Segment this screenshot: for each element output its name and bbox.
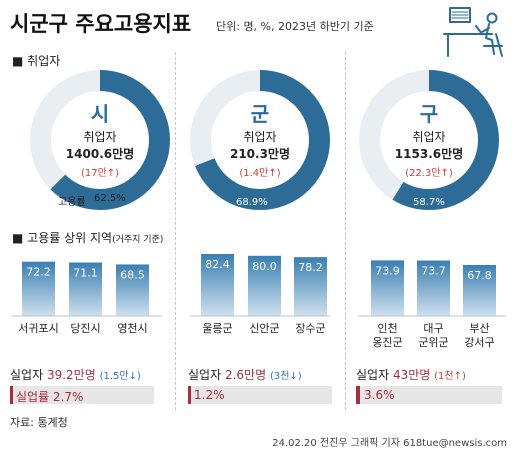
column-divider <box>175 52 176 410</box>
rate-label: 고용률 <box>58 197 86 208</box>
donut-rate-slice <box>359 70 499 210</box>
unemployment-rate-bar-fill <box>188 386 191 404</box>
bar-category-label: 서귀포시 <box>18 322 58 335</box>
unemployed-value: 2.6만명 <box>224 368 267 382</box>
bar-value-label: 78.2 <box>298 261 323 274</box>
bar-value-label: 71.1 <box>73 267 98 280</box>
employed-change: (17만↑) <box>80 168 120 179</box>
bar-value-label: 73.7 <box>421 265 446 278</box>
unemployment-rate-text: 3.6% <box>364 388 395 402</box>
unemployed-line: 실업자 2.6만명 (3천↓) <box>188 366 302 383</box>
unemployed-line: 실업자 43만명 (1천↑) <box>356 366 466 383</box>
source-note: 자료: 통계청 <box>10 416 68 429</box>
bar <box>371 260 404 316</box>
employed-value: 1400.6만명 <box>65 147 135 161</box>
unemployed-value: 39.2만명 <box>46 368 96 382</box>
bar-category-label: 대구 군위군 <box>418 322 448 349</box>
bar-value-label: 68.5 <box>120 268 145 281</box>
bar-chart: 72.2 서귀포시 71.1 당진시 68.5 영천시 82.4 울릉군 80.0 신안군 78.2… <box>12 254 506 349</box>
unemployed-label: 실업자 <box>356 368 390 382</box>
unemployed-change: (3천↓) <box>269 371 302 382</box>
rate-value: 68.9% <box>236 197 268 208</box>
page-title: 시군구 주요고용지표 <box>10 12 192 36</box>
column-divider <box>345 52 346 410</box>
bar-category-label: 신안군 <box>249 322 279 335</box>
group-char: 군 <box>250 102 270 126</box>
bar <box>116 264 149 316</box>
bar-value-label: 73.9 <box>375 264 400 277</box>
employed-label: 취업자 <box>412 130 446 144</box>
unemployed-label: 실업자 <box>188 368 222 382</box>
worker-at-desk-icon <box>443 7 503 57</box>
bar <box>417 260 450 316</box>
section-top-sub: (거주지 기준) <box>112 235 164 245</box>
unemployment-rate-text: 1.2% <box>194 388 225 402</box>
employed-value: 1153.6만명 <box>394 147 464 161</box>
unemployment-rate-bar-bg <box>10 386 154 404</box>
bar-category-label: 영천시 <box>117 321 147 335</box>
section-top-title: ■ 고용률 상위 지역 <box>12 231 113 245</box>
employed-value: 210.3만명 <box>229 147 291 161</box>
unemployment-rate-bar-bg <box>356 386 502 404</box>
bar-category-label: 당진시 <box>70 322 100 335</box>
donut-rate-slice <box>30 70 170 210</box>
unemployment-rate-bar-bg <box>188 386 332 404</box>
rate-value: 58.7% <box>413 197 445 208</box>
bar-value-label: 82.4 <box>205 258 230 271</box>
bar-value-label: 72.2 <box>26 266 51 279</box>
group-char: 시 <box>90 102 110 126</box>
unit-note: 단위: 명, %, 2023년 하반기 기준 <box>216 20 374 33</box>
bar <box>201 254 234 316</box>
donut-rate-slice <box>190 70 330 210</box>
unemployed-change: (1천↑) <box>434 371 466 382</box>
bar-value-label: 67.8 <box>467 269 492 282</box>
bar <box>248 255 281 316</box>
bar <box>69 262 102 316</box>
bar-category-label: 울릉군 <box>202 322 232 335</box>
unemployment-rate-bar-fill <box>10 386 13 404</box>
bar-category-label: 인천 옹진군 <box>372 321 402 349</box>
bar <box>22 261 55 316</box>
donut-charts <box>30 70 499 210</box>
group-char: 구 <box>419 102 439 126</box>
section-top-label: ■ 고용률 상위 지역(거주지 기준) <box>12 229 163 246</box>
employed-change: (22.3만↑) <box>405 168 453 179</box>
unemployed-line: 실업자 39.2만명 (1.5만↓) <box>10 366 141 383</box>
bar <box>463 264 496 316</box>
section-employed-label: ■ 취업자 <box>12 54 61 68</box>
bar <box>294 257 327 316</box>
unemployed-change: (1.5만↓) <box>99 371 141 382</box>
unemployment-rate-text: 실업률 2.7% <box>16 390 84 404</box>
employed-label: 취업자 <box>83 130 117 144</box>
bar-category-label: 장수군 <box>295 322 325 335</box>
bar-category-label: 부산 강서구 <box>464 322 494 349</box>
unemployed-value: 43만명 <box>392 368 431 382</box>
employed-change: (1.4만↑) <box>239 168 281 179</box>
unemployed-label: 실업자 <box>10 368 44 382</box>
rate-value: 62.5% <box>94 193 126 204</box>
employed-label: 취업자 <box>243 130 277 144</box>
bar-value-label: 80.0 <box>252 260 277 273</box>
unemployment-rate-bar-fill <box>356 386 360 404</box>
credit-note: 24.02.20 전진우 그래픽 기자 618tue@newsis.com <box>272 438 507 449</box>
